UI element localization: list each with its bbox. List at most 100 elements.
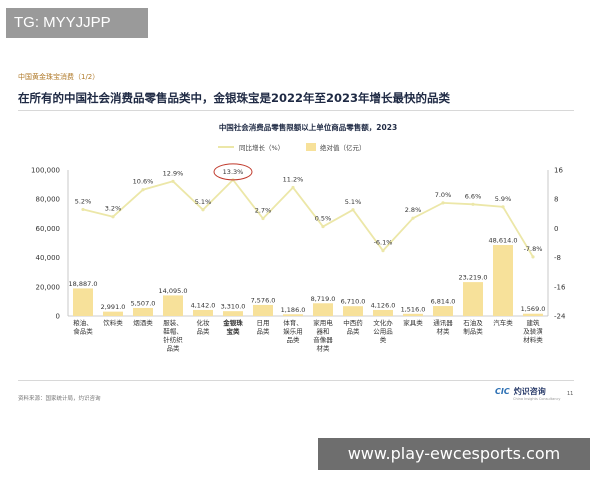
growth-value-label: 2.8% — [405, 206, 422, 214]
page-headline: 在所有的中国社会消费品零售品类中，金银珠宝是2022年至2023年增长最快的品类 — [18, 91, 451, 105]
legend-bar-swatch — [306, 143, 316, 151]
bar-5 — [223, 311, 243, 316]
chart-title: 中国社会消费品零售限额以上单位商品零售额，2023 — [219, 122, 397, 132]
bar-value-label: 6,710.0 — [341, 298, 366, 306]
growth-value-label: 2.7% — [255, 207, 272, 215]
category-label: 文化办 — [373, 318, 393, 327]
left-axis-tick-label: 60,000 — [36, 225, 61, 233]
footer-url-banner: www.play-ewcesports.com — [318, 438, 590, 470]
category-label: 烟酒类 — [133, 318, 153, 327]
bar-value-label: 1,516.0 — [401, 305, 426, 313]
bar-value-label: 1,186.0 — [281, 306, 306, 314]
bar-value-label: 4,126.0 — [371, 301, 396, 309]
growth-point-7 — [291, 185, 295, 190]
category-label: 及装潢 — [523, 327, 543, 336]
bar-value-label: 3,310.0 — [221, 303, 246, 311]
logo-subtitle: China Insights Consultancy — [513, 397, 561, 401]
bar-12 — [433, 306, 453, 316]
category-label: 品类 — [347, 327, 361, 336]
growth-value-label: 0.5% — [315, 215, 332, 223]
bar-value-label: 23,219.0 — [459, 274, 488, 282]
right-axis-tick-label: -24 — [554, 313, 566, 321]
category-label: 中西药 — [343, 318, 363, 327]
logo-mark: CIC — [495, 387, 510, 396]
category-label: 材类 — [437, 327, 451, 336]
category-label: 粮油、 — [73, 318, 93, 327]
category-label: 音像器 — [313, 335, 333, 344]
bar-9 — [343, 306, 363, 316]
category-label: 建筑 — [527, 318, 541, 327]
growth-value-label: -7.8% — [524, 245, 543, 253]
bar-value-label: 14,095.0 — [159, 287, 188, 295]
growth-value-label: 5.1% — [345, 198, 362, 206]
category-label: 品类 — [257, 327, 271, 336]
category-label: 品类 — [167, 344, 181, 353]
bar-6 — [253, 304, 273, 316]
bar-10 — [373, 309, 393, 316]
growth-value-label: 5.9% — [495, 195, 512, 203]
growth-point-4 — [201, 208, 205, 212]
bar-15 — [523, 313, 543, 316]
growth-point-12 — [441, 201, 445, 205]
page-number: 11 — [567, 391, 574, 397]
bar-0 — [73, 288, 93, 316]
category-label: 鞋帽、 — [163, 327, 183, 336]
growth-value-label: 10.6% — [133, 178, 154, 186]
bar-value-label: 6,814.0 — [431, 298, 456, 306]
category-label: 汽车类 — [493, 318, 513, 327]
growth-point-10 — [381, 249, 385, 253]
bar-13 — [463, 282, 483, 316]
highlight-ring — [213, 163, 253, 181]
bar-value-label: 1,569.0 — [521, 305, 546, 313]
growth-value-label: 3.2% — [105, 205, 122, 213]
growth-point-9 — [351, 208, 355, 212]
bar-value-label: 4,142.0 — [191, 301, 216, 309]
bar-value-label: 48,614.0 — [489, 237, 518, 245]
growth-point-1 — [111, 215, 115, 219]
bar-value-label: 2,991.0 — [101, 303, 126, 311]
bar-3 — [163, 295, 183, 316]
category-label: 石油及 — [463, 318, 483, 327]
growth-point-13 — [471, 202, 475, 206]
growth-point-14 — [501, 205, 505, 209]
bar-14 — [493, 245, 513, 316]
category-label: 通讯器 — [433, 318, 453, 327]
headline-divider — [18, 110, 574, 111]
category-label: 器和 — [317, 327, 330, 336]
watermark-badge: TG: MYYJJPP — [6, 8, 148, 38]
bar-value-label: 7,576.0 — [251, 296, 276, 304]
left-axis-tick-label: 0 — [56, 313, 60, 321]
growth-point-15 — [531, 255, 535, 259]
right-axis-tick-label: -8 — [554, 254, 561, 262]
category-label: 金银珠 — [222, 318, 243, 327]
category-label: 公用品 — [373, 328, 393, 336]
bar-value-label: 18,887.0 — [69, 280, 98, 288]
footer-divider — [18, 380, 574, 381]
bar-value-label: 8,719.0 — [311, 295, 336, 303]
company-logo: CIC 灼识咨询 — [495, 386, 546, 397]
growth-value-label: 12.9% — [163, 169, 184, 177]
growth-value-label: 6.6% — [465, 192, 482, 200]
category-label: 类 — [380, 335, 387, 344]
growth-value-label: 5.1% — [195, 198, 212, 206]
right-axis-tick-label: -16 — [554, 283, 566, 291]
right-axis-tick-label: 0 — [554, 225, 558, 233]
growth-point-11 — [411, 216, 415, 220]
growth-value-label: 5.2% — [75, 197, 92, 205]
category-label: 针纺织 — [163, 335, 183, 344]
bar-8 — [313, 303, 333, 316]
category-label: 娱乐用 — [283, 327, 303, 336]
growth-point-6 — [261, 216, 265, 221]
left-axis-tick-label: 40,000 — [36, 254, 61, 262]
right-axis-tick-label: 16 — [554, 167, 563, 175]
category-label: 材料类 — [523, 335, 543, 344]
growth-value-label: -6.1% — [374, 239, 393, 247]
left-axis-tick-label: 80,000 — [36, 196, 61, 204]
section-label: 中国黄金珠宝消费（1/2） — [18, 73, 100, 81]
bar-2 — [133, 307, 153, 316]
growth-point-3 — [171, 179, 175, 183]
bar-value-label: 5,507.0 — [131, 299, 156, 307]
category-label: 宝类 — [227, 327, 241, 336]
growth-point-0 — [81, 207, 85, 212]
logo-text: 灼识咨询 — [513, 387, 546, 396]
